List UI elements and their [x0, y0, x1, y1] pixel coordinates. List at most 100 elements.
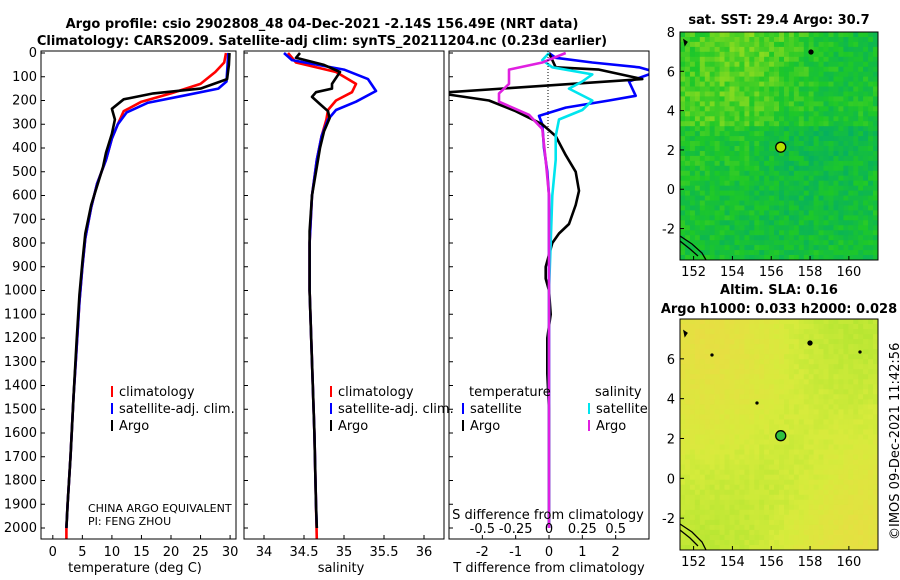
sst_map-cell: [699, 71, 706, 78]
sst_map-cell: [784, 255, 790, 260]
sst_map-cell: [739, 91, 745, 98]
sla_map-cell: [798, 364, 805, 370]
sst_map-cell: [868, 170, 874, 177]
sst_map-cell: [813, 41, 820, 48]
sst_map-cell: [784, 225, 790, 231]
sla_map-cell: [848, 444, 854, 451]
sst_map-cell: [714, 121, 721, 127]
sst_map-cell: [729, 180, 735, 187]
sst_map-cell: [808, 185, 815, 192]
sst_map-cell: [813, 250, 820, 256]
sla_map-cell: [680, 409, 686, 415]
sst_map-cell: [689, 121, 696, 127]
sla_map-cell: [828, 379, 834, 385]
sla_map-cell: [813, 545, 820, 550]
sst_map-xtick-label: 158: [798, 265, 823, 280]
sla_map-cell: [774, 339, 780, 345]
sla_map-cell: [685, 474, 691, 481]
sla_map-cell: [843, 494, 849, 501]
sst_map-cell: [838, 205, 844, 212]
sla_map-cell: [858, 509, 864, 516]
sst_map-cell: [754, 240, 760, 246]
sla_map-cell: [779, 509, 785, 516]
sla_map-cell: [873, 339, 878, 345]
sst_map-cell: [818, 205, 825, 212]
sla_map-cell: [759, 454, 765, 461]
sla_map-cell: [803, 359, 810, 365]
sst_map-cell: [823, 111, 829, 117]
sla_map-cell: [699, 379, 706, 385]
sst_map-cell: [838, 141, 844, 147]
sla_map-cell: [729, 434, 735, 441]
sla_map-cell: [823, 349, 829, 355]
sst_map-cell: [709, 165, 716, 172]
sla_map-cell: [818, 339, 825, 345]
sst_map-cell: [769, 96, 775, 102]
sla_map-cell: [699, 324, 706, 330]
sst_map-cell: [709, 66, 716, 73]
sla_map-cell: [714, 534, 721, 541]
sst_map-cell: [714, 76, 721, 83]
sla_map-cell: [749, 434, 755, 441]
sla_map-cell: [709, 524, 716, 531]
sla_map-cell: [685, 469, 691, 476]
sla_map-cell: [823, 509, 829, 516]
sla_map-cell: [724, 374, 730, 380]
sst_map-cell: [759, 195, 765, 202]
sla_map-cell: [714, 359, 721, 365]
sst_map-cell: [729, 195, 735, 202]
sla_map-cell: [724, 494, 730, 501]
sla_map-cell: [774, 529, 780, 536]
sst_map-cell: [729, 81, 735, 88]
sla_map-cell: [828, 389, 834, 395]
sla_map-cell: [685, 464, 691, 471]
sst_map-cell: [808, 205, 815, 212]
sla_map-cell: [818, 394, 825, 400]
sst_map-cell: [779, 175, 785, 182]
sla_map-cell: [749, 334, 755, 340]
sst_map-cell: [694, 185, 701, 192]
sst_map-cell: [680, 205, 686, 212]
sst_map-cell: [793, 136, 800, 142]
sla_map-cell: [798, 444, 805, 451]
sla_map-cell: [680, 364, 686, 370]
sla_map-cell: [769, 439, 775, 446]
sla_map-cell: [784, 364, 790, 370]
sla_map-cell: [813, 319, 820, 325]
sla_map-cell: [759, 474, 765, 481]
sst_map-cell: [779, 106, 785, 112]
sla_map-cell: [833, 444, 839, 451]
sst_map-cell: [680, 86, 686, 93]
difference-top-tick-label: 0: [545, 522, 553, 537]
sst_map-cell: [808, 86, 815, 93]
sla_map-cell: [729, 334, 735, 340]
sla_map-cell: [838, 479, 844, 486]
sla_map-cell: [734, 469, 740, 476]
sst_map-cell: [714, 37, 721, 43]
sla_map-cell: [858, 364, 864, 370]
sst_map-cell: [774, 66, 780, 73]
pi-name: PI: FENG ZHOU: [88, 515, 171, 528]
sst_map-cell: [685, 61, 691, 68]
sst_map-cell: [680, 111, 686, 117]
sst_map-cell: [764, 101, 770, 107]
sla_map-cell: [724, 469, 730, 476]
sla_map-cell: [793, 504, 800, 511]
sst_map-cell: [719, 131, 726, 137]
sst_map-cell: [704, 136, 711, 142]
sla_map-cell: [779, 479, 785, 486]
sla_map-cell: [808, 354, 815, 360]
sst_map-cell: [704, 131, 711, 137]
sla_map-cell: [788, 464, 795, 471]
sla_map-cell: [788, 349, 795, 355]
sst_map-cell: [699, 170, 706, 177]
sla_map-cell: [863, 439, 869, 446]
sla_map-cell: [774, 494, 780, 501]
sla_map-cell: [803, 529, 810, 536]
sla_map-cell: [818, 449, 825, 456]
sst_map-cell: [699, 195, 706, 202]
sst_map-cell: [784, 250, 790, 256]
sst_map-cell: [813, 180, 820, 187]
sst_map-cell: [843, 101, 849, 107]
sst_map-cell: [808, 126, 815, 132]
